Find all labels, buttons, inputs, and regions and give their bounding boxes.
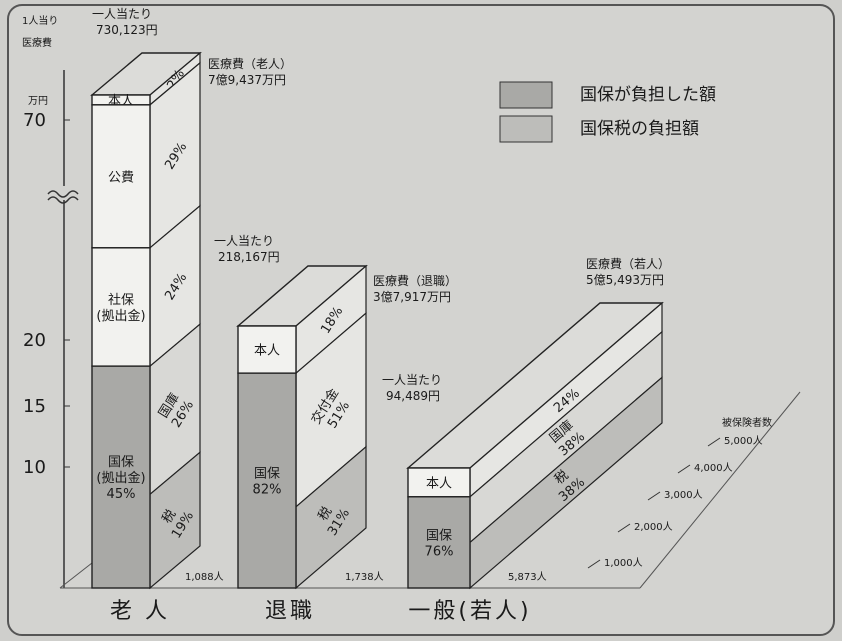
depth-tick-mark <box>707 437 721 447</box>
category-label: 退職 <box>265 599 315 624</box>
bar-front-label: 国保 <box>254 467 280 482</box>
member-count: 1,738人 <box>345 571 384 583</box>
bar-front-label: 国保 <box>108 455 134 470</box>
depth-tick-label: 3,000人 <box>664 489 703 501</box>
legend: 国保が負担した額 国保税の負担額 <box>499 81 716 143</box>
per-capita-label: 一人当たり <box>382 373 442 387</box>
bar-front-label: 本人 <box>426 476 452 491</box>
legend-label-tax: 国保税の負担額 <box>580 119 699 139</box>
y-tick-10: 10 <box>23 457 46 478</box>
bar-front-label: (拠出金) <box>96 470 145 486</box>
depth-tick-label: 5,000人 <box>724 435 763 447</box>
frame <box>7 4 835 636</box>
depth-axis: 被保険者数 1,000人 2,000人 3,000人 4,000人 5,000人 <box>587 416 772 569</box>
bar-front-segment <box>237 325 297 374</box>
bar-front-label: 82% <box>253 483 282 498</box>
depth-tick-label: 4,000人 <box>694 462 733 474</box>
legend-swatch-national <box>499 81 553 109</box>
depth-axis-title: 被保険者数 <box>722 416 772 429</box>
bar-front-label: 社保 <box>108 292 134 308</box>
y-axis-header-1: 1人当り <box>22 14 58 27</box>
bar-front-label: (拠出金) <box>96 308 145 324</box>
legend-swatch-tax <box>499 115 553 143</box>
per-capita-value: 218,167円 <box>218 250 280 264</box>
bar-front-label: 本人 <box>254 344 280 359</box>
bar-front-label: 45% <box>107 487 136 502</box>
depth-tick-mark <box>647 491 661 501</box>
bar-group: 18%交付金51%税31%本人国保82%一人当たり218,167円医療費（退職）… <box>214 234 457 624</box>
y-tick-70: 70 <box>23 110 46 131</box>
legend-label-national: 国保が負担した額 <box>580 85 716 105</box>
total-cost-label: 医療費（老人） <box>208 56 292 71</box>
total-cost-label: 医療費（退職） <box>373 273 457 288</box>
y-axis: 1人当り 医療費 万円 70 20 15 10 <box>22 14 79 588</box>
per-capita-value: 94,489円 <box>386 389 440 403</box>
member-count: 5,873人 <box>508 571 547 583</box>
total-cost-value: 5億5,493万円 <box>586 273 664 287</box>
axis-break-icon <box>47 186 79 204</box>
per-capita-label: 一人当たり <box>92 7 152 21</box>
depth-tick-label: 2,000人 <box>634 521 673 533</box>
member-count: 1,088人 <box>185 571 224 583</box>
depth-tick-mark <box>587 559 601 569</box>
bar-front-segment <box>407 496 471 589</box>
bars-group: 2%29%24%国庫26%税19%本人公費社保(拠出金)国保(拠出金)45%一人… <box>90 7 670 624</box>
y-tick-20: 20 <box>23 330 46 351</box>
y-axis-header-2: 医療費 <box>22 36 52 49</box>
total-cost-value: 7億9,437万円 <box>208 73 286 87</box>
total-cost-value: 3億7,917万円 <box>373 290 451 304</box>
depth-tick-mark <box>617 523 631 533</box>
category-label: 一般(若人) <box>408 599 531 624</box>
category-label: 老 人 <box>110 599 170 624</box>
bar-front-segment <box>91 365 151 589</box>
bar-front-label: 76% <box>425 544 454 559</box>
bar-front-segment <box>237 372 297 589</box>
per-capita-label: 一人当たり <box>214 234 274 248</box>
bar-group: 2%29%24%国庫26%税19%本人公費社保(拠出金)国保(拠出金)45%一人… <box>90 7 292 624</box>
total-cost-label: 医療費（若人） <box>586 256 670 271</box>
y-axis-unit: 万円 <box>28 96 48 107</box>
bar-group: 24%国庫38%税38%本人国保76%一人当たり94,489円医療費（若人）5億… <box>382 256 670 624</box>
bar-front-label: 国保 <box>426 528 452 543</box>
y-tick-15: 15 <box>23 396 46 417</box>
per-capita-value: 730,123円 <box>96 23 158 37</box>
depth-tick-label: 1,000人 <box>604 557 643 569</box>
depth-tick-mark <box>677 464 691 474</box>
bar-front-label: 公費 <box>108 170 134 185</box>
bar-front-segment <box>91 247 151 367</box>
bar-front-segment <box>91 104 151 249</box>
